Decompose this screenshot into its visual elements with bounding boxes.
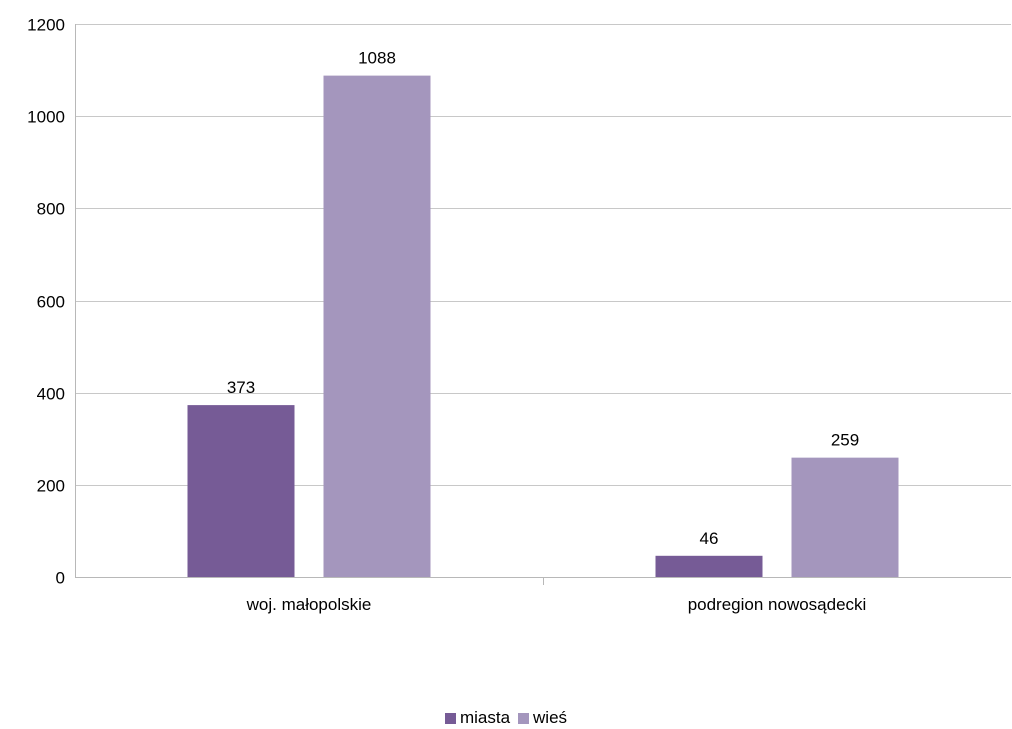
- axes: [75, 24, 1011, 585]
- y-tick-label: 600: [37, 293, 65, 312]
- x-tick-label: podregion nowosądecki: [688, 595, 867, 614]
- y-tick-label: 400: [37, 385, 65, 404]
- data-labels: 373 1088 46 259: [227, 49, 859, 548]
- data-label: 259: [831, 431, 859, 450]
- legend-swatch: [518, 712, 530, 724]
- y-tick-label: 0: [56, 569, 65, 588]
- y-tick-labels: 0 200 400 600 800 1000 1200: [27, 16, 65, 588]
- y-tick-label: 1000: [27, 108, 65, 127]
- legend: miasta wieś: [0, 708, 1012, 728]
- bar-wieś: [791, 457, 899, 577]
- legend-item-wieś: wieś: [518, 708, 567, 728]
- bar-miasta: [655, 555, 763, 577]
- bar-wieś: [323, 75, 431, 577]
- data-label: 1088: [358, 49, 396, 68]
- data-label: 373: [227, 378, 255, 397]
- x-tick-labels: woj. małopolskie podregion nowosądecki: [246, 595, 867, 614]
- y-tick-label: 800: [37, 200, 65, 219]
- x-tick-label: woj. małopolskie: [246, 595, 372, 614]
- legend-item-miasta: miasta: [444, 708, 511, 728]
- legend-label: miasta: [459, 708, 511, 727]
- legend-swatch: [444, 712, 456, 724]
- bar-miasta: [187, 405, 295, 577]
- y-tick-label: 200: [37, 477, 65, 496]
- legend-label: wieś: [533, 708, 568, 727]
- y-tick-label: 1200: [27, 16, 65, 35]
- bars: [187, 75, 899, 577]
- data-label: 46: [700, 529, 719, 548]
